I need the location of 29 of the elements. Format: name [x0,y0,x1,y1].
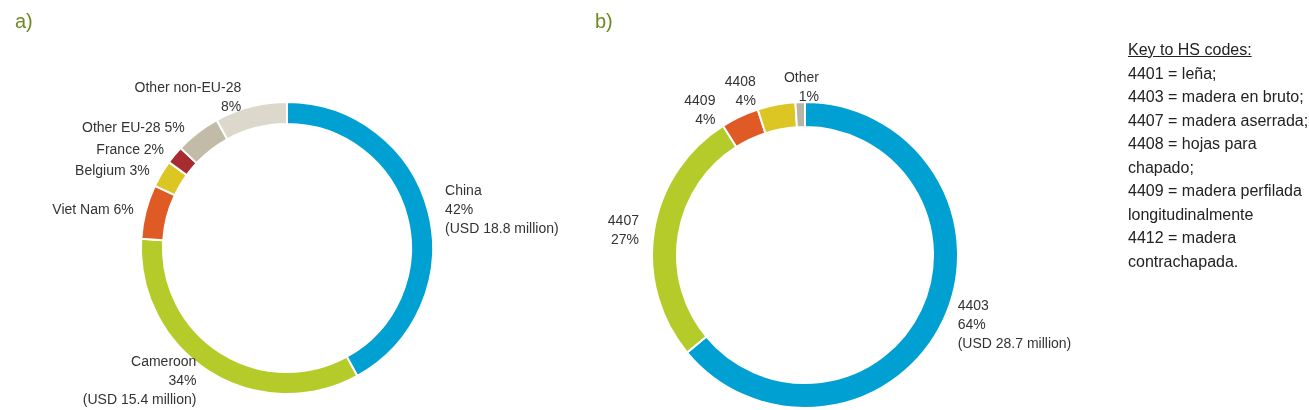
chart-title: b) [595,10,613,32]
slice-label: Other EU-28 5% [82,119,185,136]
slice-label: 4407 [607,212,640,229]
text: 4408 = hojas para chapado; [1128,134,1258,178]
text: 4403 = madera en bruto; [1128,87,1305,107]
data-label: 8% [220,98,242,115]
slice-label: 4408 [724,73,757,90]
text: 4409 = madera perfilada longitudinalmente [1128,181,1303,225]
data-label: 34% (USD 15.4 million) [82,371,197,407]
data-label: 4% [735,92,756,109]
slice-label: 4409 [684,91,716,108]
text: 4412 = madera contrachapada. [1128,228,1240,272]
slice-label: 4403 [957,296,990,313]
slice-label: Belgium 3% [75,161,150,178]
text: 4401 = leña; [1128,63,1218,84]
slice-label: Other [783,68,820,85]
slice-label: Viet Nam 6% [52,201,134,218]
slice-label: Other non-EU-28 [134,79,242,96]
data-label: 42% (USD 18.8 million) [445,201,559,237]
text: Key to HS codes: [1128,40,1253,60]
data-label: 27% [610,231,639,248]
slice-label: Cameroon [131,352,197,369]
data-label: 1% [798,87,819,104]
slice-label: China [445,182,482,199]
data-label: 64% (USD 28.7 million) [957,315,1072,351]
data-label: 4% [695,110,716,127]
slice-label: France 2% [96,140,165,157]
chart-title: a) [15,10,33,32]
text: 4407 = madera aserrada; [1128,110,1309,131]
